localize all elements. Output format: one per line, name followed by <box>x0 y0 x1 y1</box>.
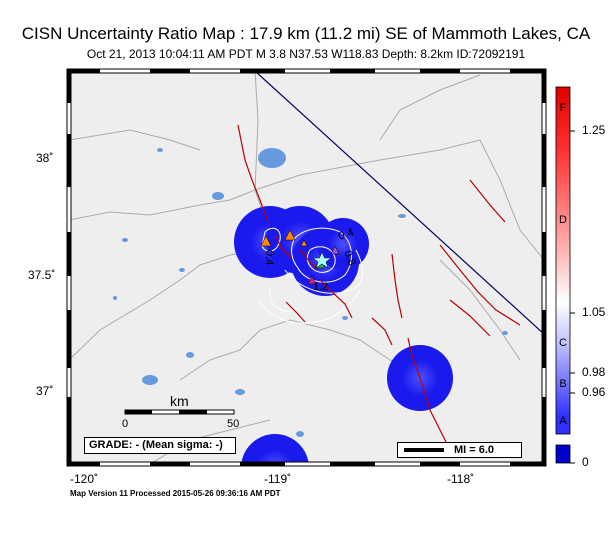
map-title: CISN Uncertainty Ratio Map : 17.9 km (11… <box>21 24 591 43</box>
colorbar-grade: B <box>559 378 566 390</box>
contour-label: 0.4 <box>337 226 355 243</box>
lon-label: -119˚ <box>264 472 292 486</box>
colorbar-grade: A <box>559 415 567 427</box>
colorbar: F D C B A <box>555 86 575 464</box>
county-boundaries <box>69 71 544 464</box>
colorbar-value: 0.98 <box>582 365 606 379</box>
state-border <box>254 71 544 335</box>
ratio-contours <box>257 227 364 324</box>
lon-label: -120˚ <box>70 472 99 486</box>
fault-lines <box>237 124 521 451</box>
colorbar-value: 0 <box>582 455 589 469</box>
colorbar-value: 1.25 <box>582 123 606 137</box>
epicenter-star <box>312 251 332 269</box>
scale-start: 0 <box>122 418 129 430</box>
mi-legend-text: MI = 6.0 <box>454 444 495 456</box>
colorbar-grade: C <box>559 337 567 349</box>
colorbar-grade: F <box>560 102 567 114</box>
colorbar-value: 1.05 <box>582 305 606 319</box>
event-details: Oct 21, 2013 10:04:11 AM PDT M 3.8 N37.5… <box>86 47 526 61</box>
contour-label: 1.2 <box>313 281 328 293</box>
lat-label: 37˚ <box>36 384 54 398</box>
grade-box: GRADE: - (Mean sigma: -) <box>84 437 236 454</box>
map-frame <box>66 68 547 467</box>
lat-label: 38˚ <box>36 151 54 165</box>
lat-label: 37.5˚ <box>28 268 56 282</box>
lakes <box>113 148 508 437</box>
scale-unit: km <box>170 393 189 409</box>
colorbar-grade: D <box>559 214 567 226</box>
contour-label: 0.4 <box>263 250 275 265</box>
mi-legend: MI = 6.0 <box>397 442 522 458</box>
scale-end: 50 <box>227 418 240 430</box>
scale-bar <box>124 409 235 415</box>
mi-bar <box>404 448 444 452</box>
map-footer: Map Version 11 Processed 2015-05-26 09:3… <box>70 489 281 498</box>
colorbar-value: 0.96 <box>582 385 606 399</box>
lon-label: -118˚ <box>447 472 475 486</box>
contour-label: 0.8 <box>341 249 358 267</box>
